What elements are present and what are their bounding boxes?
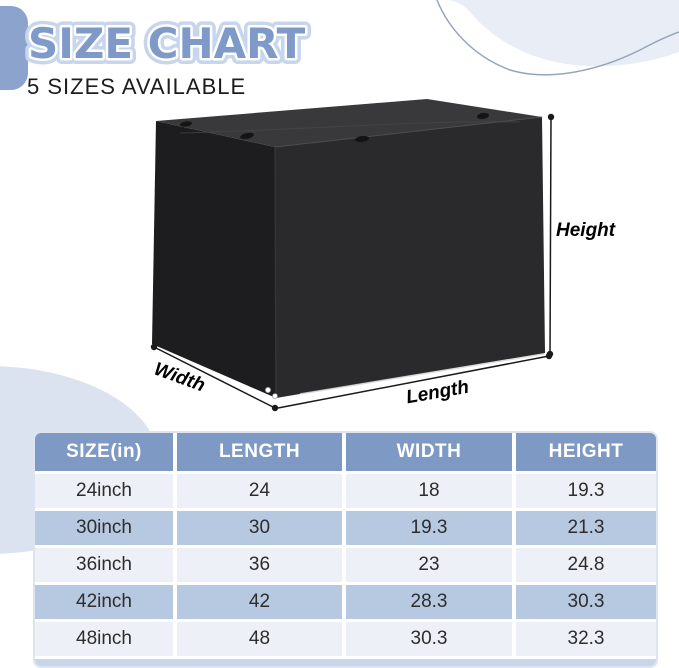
- table-cell: 30: [177, 511, 342, 545]
- box-seam: [274, 146, 277, 399]
- height-label: Height: [556, 220, 616, 241]
- drawcord-stopper: [264, 386, 271, 393]
- box-tab: [355, 135, 369, 143]
- table-cell: 42: [177, 585, 342, 619]
- table-cell: 19.3: [516, 474, 656, 508]
- corner-blob-top-right: [449, 0, 679, 67]
- dimension-dot: [547, 113, 555, 121]
- box-tab: [180, 121, 192, 127]
- table-cell: 24.8: [516, 548, 656, 582]
- curve-line-top-right: [436, 0, 679, 76]
- box-bottom-trim: [299, 353, 545, 395]
- table-cell: 36: [177, 548, 342, 582]
- table-header-height: HEIGHT: [516, 433, 656, 471]
- table-header-size: SIZE(in): [35, 433, 173, 471]
- subtitle: 5 SIZES AVAILABLE: [27, 74, 247, 99]
- table-bottom-strip: [35, 659, 656, 666]
- page-title: SIZE CHART SIZE CHART SIZE CHART: [20, 10, 360, 80]
- table-header-length: LENGTH: [177, 433, 342, 471]
- box-tab: [240, 132, 254, 140]
- table-cell: 30inch: [35, 511, 173, 545]
- box-seam: [179, 121, 521, 134]
- table-cell: 28.3: [346, 585, 512, 619]
- table-cell: 30.3: [516, 585, 656, 619]
- size-table-grid: SIZE(in) LENGTH WIDTH HEIGHT 24inch 24 1…: [35, 433, 656, 656]
- dimension-dot: [271, 404, 279, 412]
- width-dimension-line: [153, 346, 276, 409]
- table-cell: 18: [346, 474, 512, 508]
- table-cell: 19.3: [346, 511, 512, 545]
- table-header-width: WIDTH: [346, 433, 512, 471]
- table-cell: 24inch: [35, 474, 173, 508]
- table-cell: 32.3: [516, 622, 656, 656]
- page-title-outline: SIZE CHART: [28, 19, 306, 68]
- page-title-text: SIZE CHART: [28, 19, 306, 68]
- size-table: SIZE(in) LENGTH WIDTH HEIGHT 24inch 24 1…: [33, 431, 658, 668]
- table-cell: 30.3: [346, 622, 512, 656]
- table-cell: 24: [177, 474, 342, 508]
- drawcord-stopper: [272, 393, 278, 399]
- box-tab: [477, 112, 489, 120]
- page-title-gap: SIZE CHART: [28, 19, 306, 68]
- dimension-dot: [150, 343, 158, 351]
- table-cell: 21.3: [516, 511, 656, 545]
- box-front-face: [275, 117, 545, 398]
- dimension-dot: [545, 352, 553, 360]
- corner-blob-top-left: [0, 6, 28, 90]
- table-cell: 48inch: [35, 622, 173, 656]
- table-cell: 48: [177, 622, 342, 656]
- length-dimension-line: [277, 355, 550, 409]
- height-dimension-line: [549, 116, 552, 355]
- box-left-face: [152, 121, 276, 398]
- table-cell: 36inch: [35, 548, 173, 582]
- table-cell: 23: [346, 548, 512, 582]
- table-cell: 42inch: [35, 585, 173, 619]
